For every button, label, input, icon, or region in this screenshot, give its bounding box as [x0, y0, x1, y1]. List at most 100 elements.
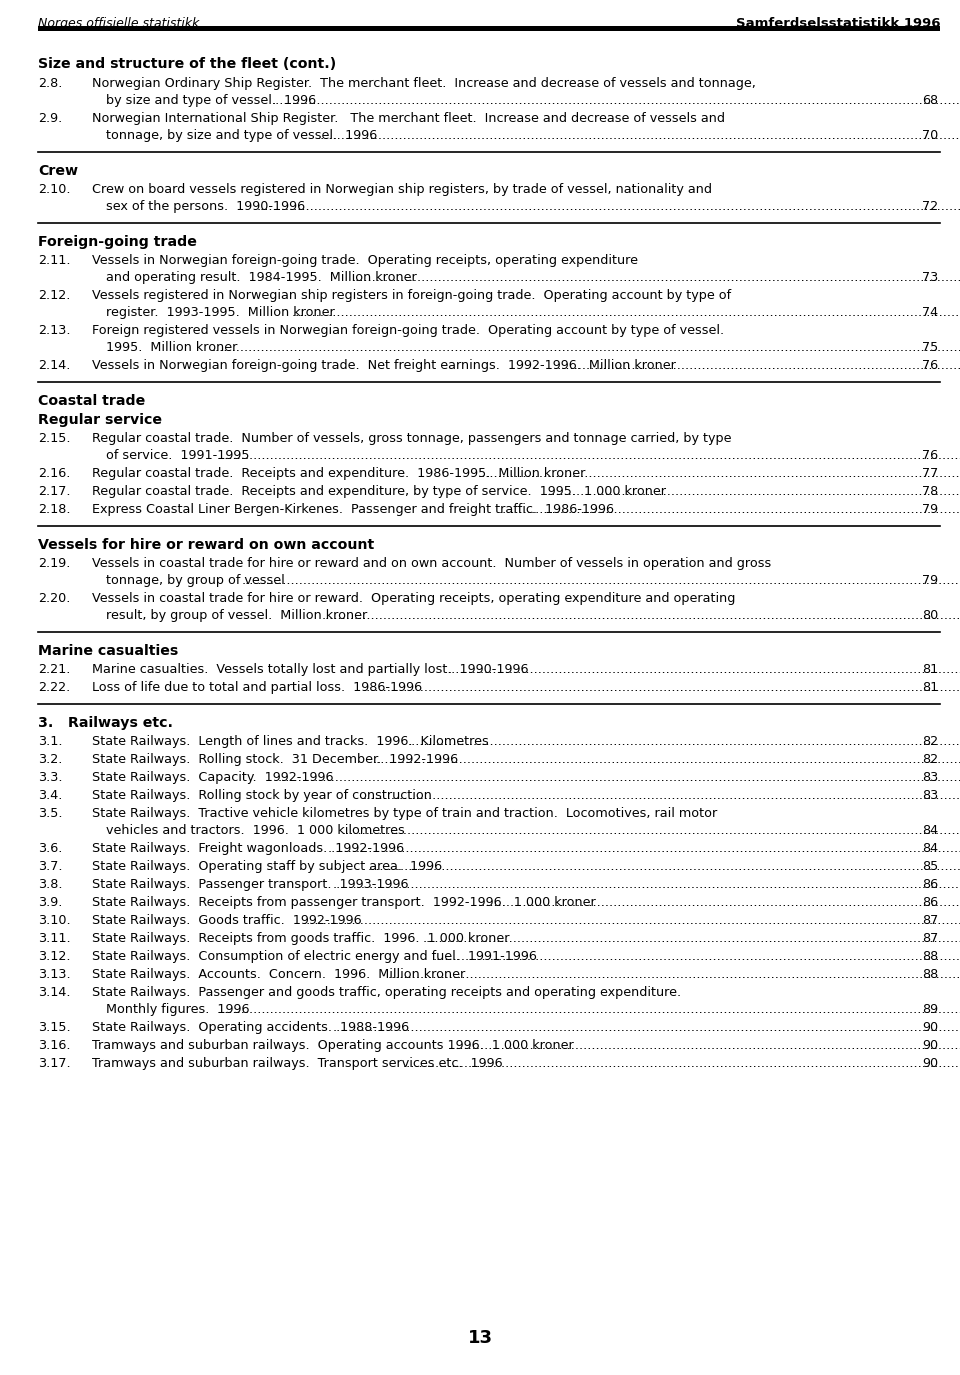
Text: State Railways.  Receipts from goods traffic.  1996.  1 000 kroner: State Railways. Receipts from goods traf…	[92, 932, 510, 945]
Text: State Railways.  Capacity.  1992-1996: State Railways. Capacity. 1992-1996	[92, 771, 333, 784]
Text: ................................................................................: ........................................…	[388, 968, 960, 980]
Text: 2.12.: 2.12.	[38, 289, 70, 302]
Text: 86: 86	[922, 896, 938, 909]
Text: ................................................................................: ........................................…	[292, 307, 960, 319]
Text: ................................................................................: ........................................…	[478, 896, 960, 909]
Text: ................................................................................: ........................................…	[363, 681, 960, 694]
Text: ................................................................................: ........................................…	[333, 879, 960, 891]
Text: ................................................................................: ........................................…	[277, 771, 960, 784]
Text: Express Coastal Liner Bergen-Kirkenes.  Passenger and freight traffic.  1986-199: Express Coastal Liner Bergen-Kirkenes. P…	[92, 503, 614, 516]
Text: Regular coastal trade.  Receipts and expenditure.  1986-1995.  Million kroner: Regular coastal trade. Receipts and expe…	[92, 468, 586, 480]
Text: 2.9.: 2.9.	[38, 111, 62, 125]
Text: 3.2.: 3.2.	[38, 754, 62, 766]
Text: 2.16.: 2.16.	[38, 468, 70, 480]
Text: 3.13.: 3.13.	[38, 968, 71, 980]
Text: State Railways.  Operating accidents.  1988-1996: State Railways. Operating accidents. 198…	[92, 1022, 409, 1034]
Text: 78: 78	[922, 485, 938, 498]
Text: Vessels in Norwegian foreign-going trade.  Net freight earnings.  1992-1996.  Mi: Vessels in Norwegian foreign-going trade…	[92, 359, 676, 373]
Text: State Railways.  Freight wagonloads.  1992-1996: State Railways. Freight wagonloads. 1992…	[92, 842, 404, 855]
Text: Monthly figures.  1996: Monthly figures. 1996	[106, 1002, 250, 1016]
Text: State Railways.  Receipts from passenger transport.  1992-1996.  1 000 kroner: State Railways. Receipts from passenger …	[92, 896, 596, 909]
Text: 80: 80	[922, 609, 938, 622]
Text: ................................................................................: ........................................…	[333, 1022, 960, 1034]
Text: 72: 72	[922, 199, 938, 213]
Text: 3.7.: 3.7.	[38, 859, 62, 873]
Text: 3.15.: 3.15.	[38, 1022, 71, 1034]
Text: Marine casualties.  Vessels totally lost and partially lost.  1990-1996: Marine casualties. Vessels totally lost …	[92, 663, 529, 676]
Text: 83: 83	[922, 789, 938, 802]
Text: 3.3.: 3.3.	[38, 771, 62, 784]
Text: 2.20.: 2.20.	[38, 593, 70, 605]
Text: 84: 84	[922, 824, 938, 837]
Text: Size and structure of the fleet (cont.): Size and structure of the fleet (cont.)	[38, 56, 336, 72]
Text: 3.6.: 3.6.	[38, 842, 62, 855]
Text: ................................................................................: ........................................…	[272, 94, 960, 107]
Text: 3.5.: 3.5.	[38, 807, 62, 820]
Text: ................................................................................: ........................................…	[553, 359, 960, 373]
Text: 2.15.: 2.15.	[38, 432, 70, 446]
Text: Vessels in coastal trade for hire or reward.  Operating receipts, operating expe: Vessels in coastal trade for hire or rew…	[92, 593, 735, 605]
Text: tonnage, by size and type of vessel.  1996: tonnage, by size and type of vessel. 199…	[106, 129, 377, 142]
Text: Tramways and suburban railways.  Operating accounts 1996.  1 000 kroner: Tramways and suburban railways. Operatin…	[92, 1040, 574, 1052]
Text: register.  1993-1995.  Million kroner: register. 1993-1995. Million kroner	[106, 307, 335, 319]
Text: State Railways.  Rolling stock by year of construction: State Railways. Rolling stock by year of…	[92, 789, 432, 802]
Text: 2.8.: 2.8.	[38, 77, 62, 89]
Text: Crew: Crew	[38, 164, 78, 177]
Text: ................................................................................: ........................................…	[241, 573, 960, 587]
Text: 2.11.: 2.11.	[38, 254, 70, 267]
Text: Norwegian Ordinary Ship Register.  The merchant fleet.  Increase and decrease of: Norwegian Ordinary Ship Register. The me…	[92, 77, 756, 89]
Text: Vessels in coastal trade for hire or reward and on own account.  Number of vesse: Vessels in coastal trade for hire or rew…	[92, 557, 771, 571]
Text: ................................................................................: ........................................…	[327, 842, 960, 855]
Text: 3.: 3.	[38, 716, 54, 730]
Text: 89: 89	[922, 1002, 938, 1016]
Text: 70: 70	[922, 129, 938, 142]
Text: State Railways.  Rolling stock.  31 December.  1992-1996: State Railways. Rolling stock. 31 Decemb…	[92, 754, 458, 766]
Text: 3.10.: 3.10.	[38, 914, 71, 927]
Text: 2.17.: 2.17.	[38, 485, 70, 498]
Text: 82: 82	[922, 736, 938, 748]
Text: 68: 68	[922, 94, 938, 107]
Text: 74: 74	[922, 307, 938, 319]
Text: Samferdselsstatistikk 1996: Samferdselsstatistikk 1996	[735, 16, 940, 30]
Text: 3.11.: 3.11.	[38, 932, 71, 945]
Bar	[38, 26, 940, 32]
Text: ................................................................................: ........................................…	[543, 485, 960, 498]
Text: ................................................................................: ........................................…	[498, 503, 960, 516]
Text: ................................................................................: ........................................…	[408, 736, 960, 748]
Text: result, by group of vessel.  Million kroner: result, by group of vessel. Million kron…	[106, 609, 368, 622]
Text: 3.4.: 3.4.	[38, 789, 62, 802]
Text: State Railways.  Passenger and goods traffic, operating receipts and operating e: State Railways. Passenger and goods traf…	[92, 986, 682, 1000]
Text: 88: 88	[922, 968, 938, 980]
Text: ................................................................................: ........................................…	[302, 914, 960, 927]
Text: sex of the persons.  1990-1996: sex of the persons. 1990-1996	[106, 199, 305, 213]
Text: Loss of life due to total and partial loss.  1986-1996: Loss of life due to total and partial lo…	[92, 681, 422, 694]
Text: 1995.  Million kroner: 1995. Million kroner	[106, 341, 237, 353]
Text: ................................................................................: ........................................…	[403, 1057, 960, 1070]
Text: ................................................................................: ........................................…	[433, 950, 960, 962]
Text: 86: 86	[922, 879, 938, 891]
Text: 3.14.: 3.14.	[38, 986, 70, 1000]
Text: 3.16.: 3.16.	[38, 1040, 70, 1052]
Text: State Railways.  Consumption of electric energy and fuel.  1991-1996: State Railways. Consumption of electric …	[92, 950, 537, 962]
Text: State Railways.  Length of lines and tracks.  1996.  Kilometres: State Railways. Length of lines and trac…	[92, 736, 489, 748]
Text: State Railways.  Operating staff by subject area.  1996: State Railways. Operating staff by subje…	[92, 859, 443, 873]
Text: State Railways.  Accounts.  Concern.  1996.  Million kroner: State Railways. Accounts. Concern. 1996.…	[92, 968, 466, 980]
Text: 87: 87	[922, 932, 938, 945]
Text: ................................................................................: ........................................…	[448, 1040, 960, 1052]
Text: ................................................................................: ........................................…	[372, 754, 960, 766]
Text: 90: 90	[922, 1022, 938, 1034]
Text: Regular coastal trade.  Receipts and expenditure, by type of service.  1995.  1 : Regular coastal trade. Receipts and expe…	[92, 485, 666, 498]
Text: ................................................................................: ........................................…	[317, 129, 960, 142]
Text: ................................................................................: ........................................…	[256, 199, 960, 213]
Text: ................................................................................: ........................................…	[368, 859, 960, 873]
Text: 75: 75	[922, 341, 938, 353]
Text: Marine casualties: Marine casualties	[38, 644, 179, 659]
Text: Tramways and suburban railways.  Transport services etc.  1996: Tramways and suburban railways. Transpor…	[92, 1057, 503, 1070]
Text: 3.8.: 3.8.	[38, 879, 62, 891]
Text: 83: 83	[922, 771, 938, 784]
Text: Foreign-going trade: Foreign-going trade	[38, 235, 197, 249]
Text: 90: 90	[922, 1040, 938, 1052]
Text: 90: 90	[922, 1057, 938, 1070]
Text: 2.19.: 2.19.	[38, 557, 70, 571]
Text: Norges offisielle statistikk: Norges offisielle statistikk	[38, 16, 200, 30]
